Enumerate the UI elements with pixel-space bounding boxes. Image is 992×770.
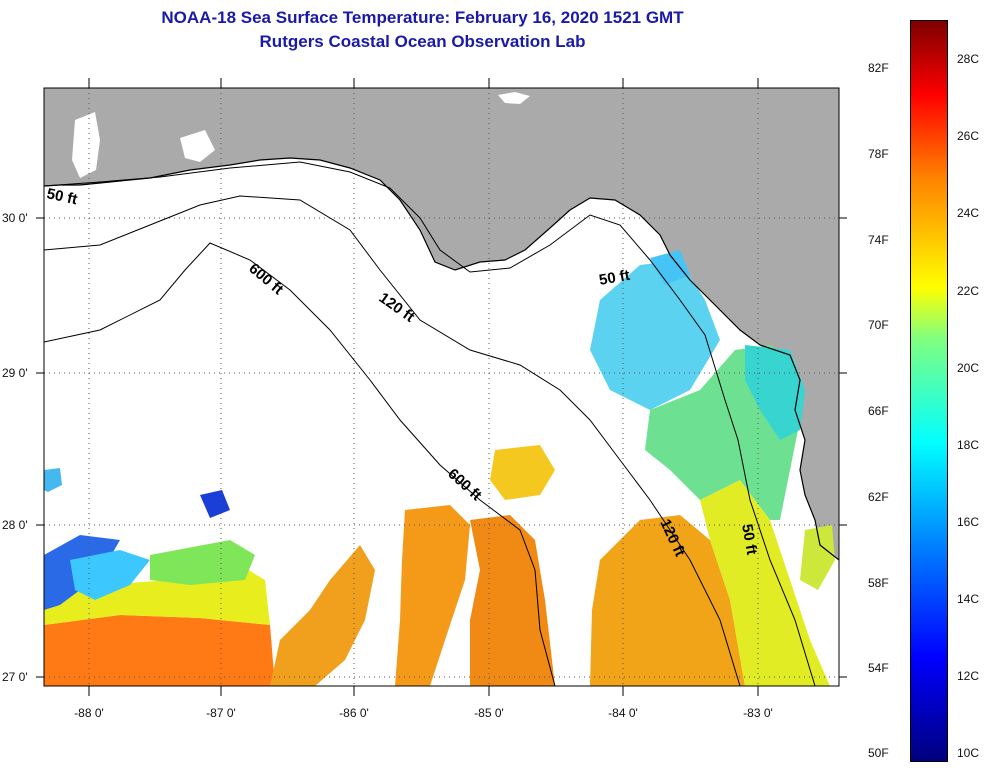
colorbar-c-label: 24C xyxy=(957,206,980,220)
lat-label: 27 0' xyxy=(2,670,28,684)
lon-label: -88 0' xyxy=(74,706,104,720)
lat-label: 30 0' xyxy=(2,211,28,225)
sst-warm-south-west xyxy=(44,615,275,686)
lake-cutout xyxy=(498,92,530,104)
sst-blue-patch xyxy=(200,490,230,518)
colorbar-c-label: 12C xyxy=(957,669,980,683)
colorbar-f-label: 62F xyxy=(868,490,889,504)
colorbar-c-label: 14C xyxy=(957,592,980,606)
lat-label: 29 0' xyxy=(2,366,28,380)
temperature-colorbar xyxy=(910,20,948,762)
contour-600ft xyxy=(44,242,556,686)
sst-warm-center-1 xyxy=(395,505,470,686)
colorbar-c-label: 16C xyxy=(957,515,980,529)
colorbar-f-label: 82F xyxy=(868,61,889,75)
lon-label: -87 0' xyxy=(206,706,236,720)
coastline xyxy=(44,157,839,561)
sst-yellow-east xyxy=(700,480,830,686)
sst-warm-east xyxy=(590,515,745,686)
colorbar-c-label: 20C xyxy=(957,361,980,375)
sst-cyan-shelf-north xyxy=(590,260,720,410)
map-title: NOAA-18 Sea Surface Temperature: Februar… xyxy=(161,8,684,27)
sst-cyan-patch-nw xyxy=(44,468,62,492)
map-subtitle: Rutgers Coastal Ocean Observation Lab xyxy=(259,32,586,51)
colorbar-f-label: 70F xyxy=(868,318,889,332)
contour-label: 50 ft xyxy=(598,267,631,289)
contour-120ft xyxy=(44,195,741,686)
sst-green-west xyxy=(150,540,255,585)
lon-label: -83 0' xyxy=(743,706,773,720)
sst-yellow-big-bend xyxy=(800,525,835,590)
contour-label: 50 ft xyxy=(738,523,760,556)
bay-cutout-2 xyxy=(180,130,215,162)
colorbar-f-label: 50F xyxy=(868,746,889,760)
contour-50ft xyxy=(44,161,816,686)
sst-cyan-west xyxy=(70,550,150,600)
bay-cutout xyxy=(72,112,100,178)
contour-label: 50 ft xyxy=(45,185,79,208)
lon-label: -85 0' xyxy=(474,706,504,720)
sst-cyan-patch-ne xyxy=(650,250,690,285)
map-border xyxy=(43,87,840,687)
colorbar-f-label: 58F xyxy=(868,576,889,590)
sst-cyan-coastal xyxy=(745,345,805,440)
colorbar-c-label: 28C xyxy=(957,52,980,66)
colorbar-c-label: 22C xyxy=(957,284,980,298)
colorbar-c-label: 10C xyxy=(957,746,980,760)
lon-label: -86 0' xyxy=(339,706,369,720)
colorbar-f-label: 66F xyxy=(868,404,889,418)
land-mass xyxy=(44,88,839,560)
colorbar-f-label: 54F xyxy=(868,661,889,675)
axis-ticks xyxy=(36,78,847,696)
sst-warm-center-2 xyxy=(470,515,555,686)
lon-label: -84 0' xyxy=(608,706,638,720)
colorbar-f-label: 74F xyxy=(868,233,889,247)
sst-yellow-patch-center xyxy=(490,445,555,500)
colorbar-c-label: 18C xyxy=(957,438,980,452)
sst-warm-center-3 xyxy=(270,545,375,686)
lat-label: 28 0' xyxy=(2,518,28,532)
colorbar-f-label: 78F xyxy=(868,147,889,161)
colorbar-c-label: 26C xyxy=(957,129,980,143)
